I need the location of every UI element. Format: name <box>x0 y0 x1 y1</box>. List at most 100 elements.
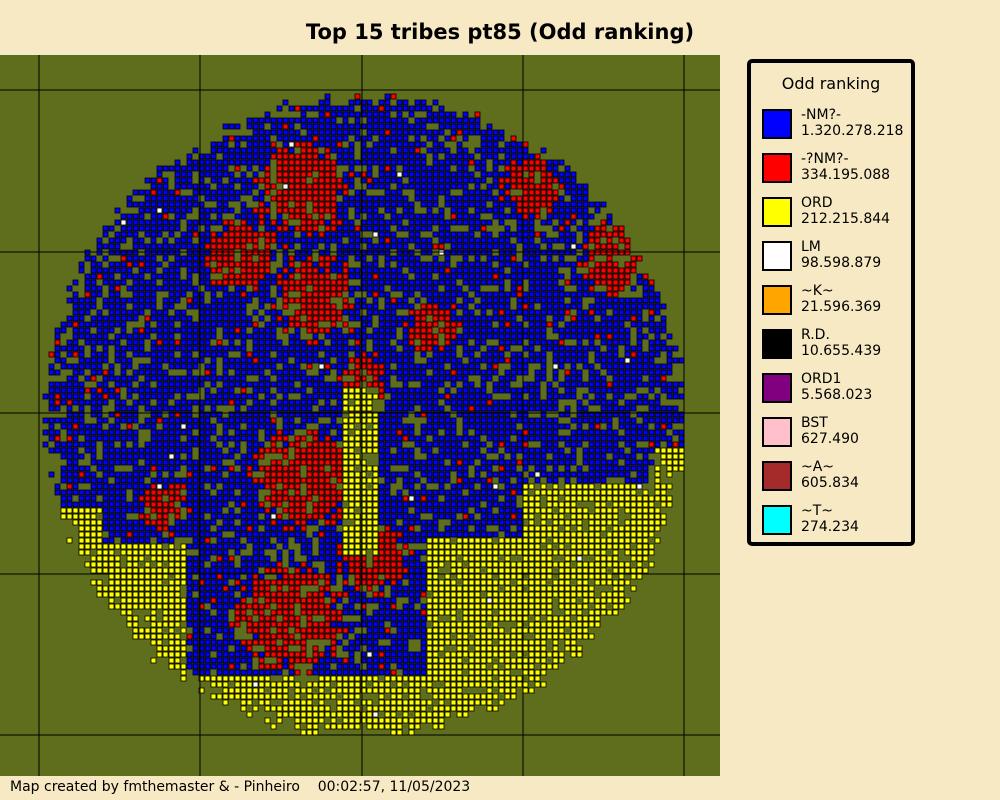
village <box>378 165 385 172</box>
village <box>66 453 73 460</box>
village <box>186 369 193 376</box>
village <box>534 267 541 274</box>
village <box>348 465 355 472</box>
village <box>216 159 223 166</box>
village <box>234 471 241 478</box>
village <box>468 423 475 430</box>
village <box>342 423 349 430</box>
village <box>270 195 277 202</box>
village <box>294 423 301 430</box>
village <box>414 333 421 340</box>
village <box>420 459 427 466</box>
village <box>414 237 421 244</box>
village <box>108 291 115 298</box>
village <box>174 267 181 274</box>
village <box>312 411 319 418</box>
village <box>546 285 553 292</box>
village <box>324 225 331 232</box>
village <box>186 381 193 388</box>
village <box>564 381 571 388</box>
village <box>162 465 169 472</box>
village <box>522 315 529 322</box>
village <box>150 309 157 316</box>
village <box>108 513 115 520</box>
village <box>156 417 163 424</box>
village <box>432 135 439 142</box>
village <box>360 267 367 274</box>
village <box>486 279 493 286</box>
village <box>522 447 529 454</box>
village <box>630 381 637 388</box>
village <box>360 285 367 292</box>
village <box>612 363 619 370</box>
village <box>192 183 199 190</box>
village <box>348 123 355 130</box>
village <box>390 345 397 352</box>
village <box>390 93 397 100</box>
village <box>228 471 235 478</box>
village <box>360 333 367 340</box>
village <box>264 183 271 190</box>
village <box>468 483 475 490</box>
village <box>564 423 571 430</box>
village <box>468 309 475 316</box>
village <box>600 447 607 454</box>
village <box>354 201 361 208</box>
village <box>276 315 283 322</box>
village <box>132 237 139 244</box>
village <box>126 315 133 322</box>
village <box>564 345 571 352</box>
village <box>270 465 277 472</box>
village <box>474 411 481 418</box>
village <box>102 465 109 472</box>
village <box>114 291 121 298</box>
village <box>486 399 493 406</box>
village <box>582 417 589 424</box>
village <box>360 297 367 304</box>
village <box>468 171 475 178</box>
village <box>480 147 487 154</box>
village <box>330 351 337 358</box>
village <box>372 429 379 436</box>
village <box>378 135 385 142</box>
village <box>522 225 529 232</box>
village <box>396 243 403 250</box>
village <box>426 297 433 304</box>
village <box>168 339 175 346</box>
village <box>522 213 529 220</box>
village <box>456 441 463 448</box>
village <box>618 333 625 340</box>
village <box>486 321 493 328</box>
village <box>318 285 325 292</box>
village <box>528 267 535 274</box>
village <box>264 429 271 436</box>
village <box>378 171 385 178</box>
village <box>96 315 103 322</box>
village <box>618 453 625 460</box>
village <box>678 393 685 400</box>
village <box>612 267 619 274</box>
village <box>222 453 229 460</box>
village <box>360 447 367 454</box>
village <box>462 375 469 382</box>
village <box>348 273 355 280</box>
village <box>72 417 79 424</box>
village <box>156 465 163 472</box>
village <box>582 435 589 442</box>
village <box>486 267 493 274</box>
village <box>510 141 517 148</box>
village <box>630 351 637 358</box>
village <box>102 297 109 304</box>
village <box>312 237 319 244</box>
village <box>276 489 283 496</box>
village <box>492 501 499 508</box>
village <box>264 237 271 244</box>
village <box>270 219 277 226</box>
village <box>312 333 319 340</box>
village <box>306 135 313 142</box>
village <box>552 489 559 496</box>
village <box>114 387 121 394</box>
village <box>498 291 505 298</box>
village <box>246 333 253 340</box>
village <box>66 315 73 322</box>
